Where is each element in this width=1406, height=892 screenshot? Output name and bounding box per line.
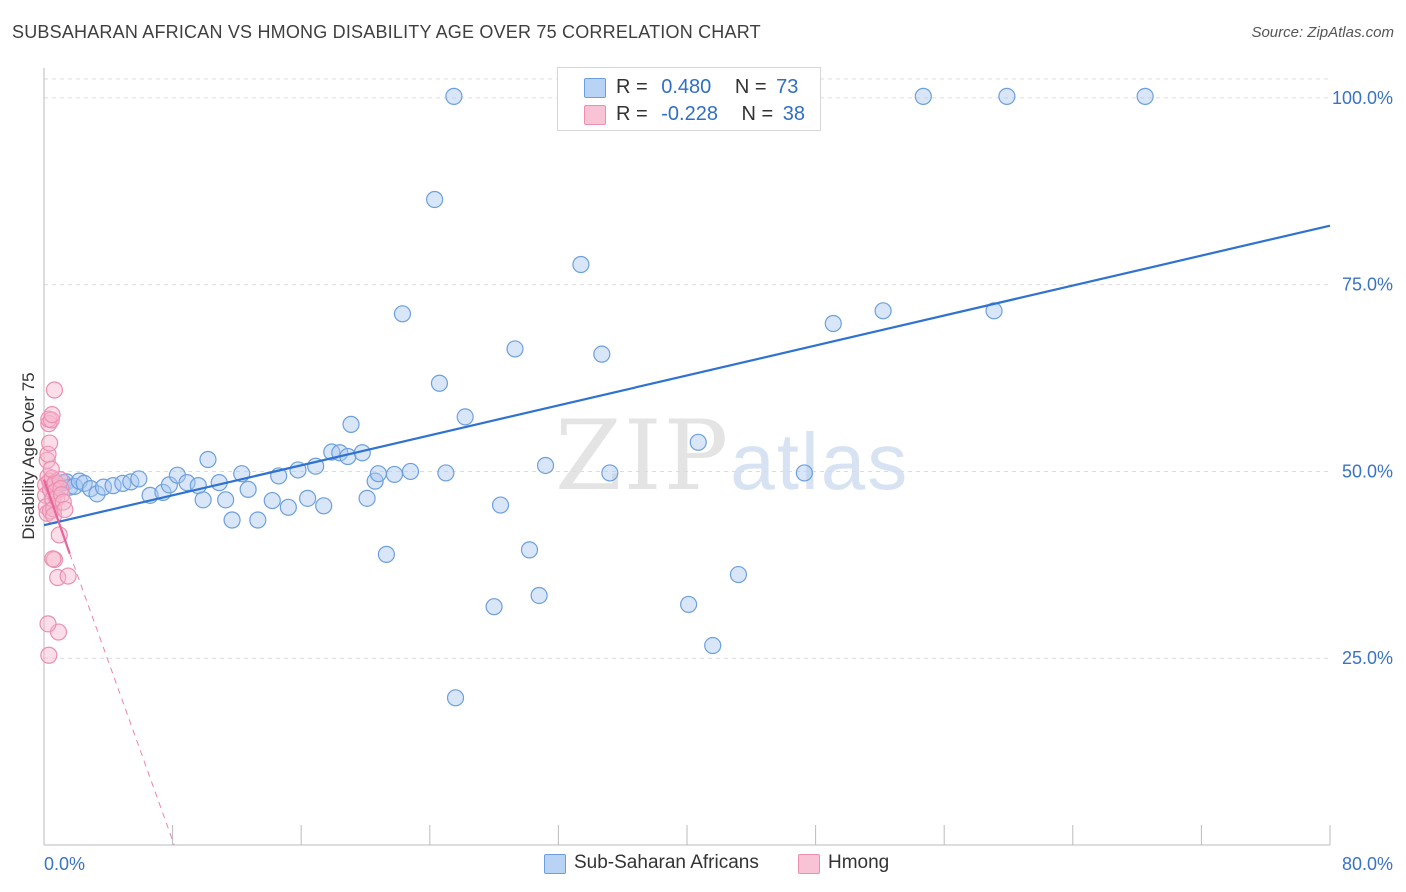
legend-r-label: R =: [616, 76, 648, 98]
subsaharan-point: [130, 470, 148, 488]
legend-text-subsaharan: R = 0.480 N = 73: [616, 76, 798, 99]
bottom-legend-label-hmong: Hmong: [828, 852, 890, 873]
subsaharan-point: [401, 462, 420, 481]
subsaharan-point: [593, 345, 611, 363]
subsaharan-point: [217, 491, 235, 509]
bottom-legend-swatch-pink: [798, 854, 820, 874]
subsaharan-point: [299, 489, 317, 507]
y-tick-label: 25.0%: [1342, 648, 1393, 668]
subsaharan-point: [1136, 87, 1154, 105]
subsaharan-point: [689, 433, 707, 451]
hmong-point: [59, 567, 77, 585]
legend-n-label: N =: [741, 103, 774, 125]
watermark: ZIPatlas: [555, 400, 909, 512]
subsaharan-point: [530, 586, 548, 605]
hmong-point: [43, 406, 61, 424]
subsaharan-point: [263, 491, 281, 510]
subsaharan-point: [369, 465, 387, 483]
legend-r-value: -0.228: [661, 103, 718, 125]
subsaharan-point: [446, 689, 465, 707]
hmong-point: [52, 480, 70, 498]
subsaharan-point: [795, 464, 813, 482]
hmong-point: [44, 550, 62, 568]
watermark-atlas: atlas: [730, 417, 910, 506]
legend-r-label: R =: [616, 103, 648, 125]
subsaharan-point: [874, 302, 892, 320]
subsaharan-point: [194, 491, 212, 509]
subsaharan-point: [377, 545, 395, 563]
watermark-zip: ZIP: [555, 400, 731, 512]
legend-text-hmong: R = -0.228 N = 38: [616, 103, 805, 126]
source-credit: Source: ZipAtlas.com: [1251, 24, 1394, 41]
subsaharan-point: [393, 305, 412, 323]
hmong-point: [45, 381, 64, 399]
subsaharan-point: [680, 595, 698, 614]
legend-n-label: N =: [734, 76, 767, 98]
subsaharan-point: [456, 408, 474, 426]
subsaharan-trend-line: [43, 224, 1331, 527]
hmong-point: [41, 434, 59, 452]
subsaharan-point: [239, 480, 257, 498]
subsaharan-point: [426, 190, 444, 209]
hmong-trend-line: [42, 479, 71, 554]
subsaharan-point: [485, 598, 503, 616]
subsaharan-point: [315, 497, 333, 515]
legend-r-value: 0.480: [661, 76, 712, 98]
subsaharan-point: [998, 87, 1016, 105]
hmong-trend-extension: [69, 553, 175, 846]
subsaharan-point: [914, 87, 932, 105]
y-tick-label: 50.0%: [1342, 461, 1393, 481]
subsaharan-point: [491, 496, 510, 514]
legend-n-value: 73: [776, 76, 799, 98]
subsaharan-point: [445, 87, 463, 105]
hmong-point: [40, 646, 58, 664]
subsaharan-point: [824, 314, 842, 333]
subsaharan-point: [199, 450, 217, 469]
subsaharan-point: [358, 489, 376, 507]
y-axis-label: Disability Age Over 75: [19, 372, 38, 539]
subsaharan-point: [704, 636, 722, 655]
bottom-legend-swatch-blue: [544, 854, 566, 874]
subsaharan-point: [385, 465, 404, 484]
subsaharan-point: [88, 485, 106, 503]
hmong-point: [50, 526, 68, 544]
bottom-legend-label-subsaharan: Sub-Saharan Africans: [574, 852, 759, 873]
x-tick-label: 0.0%: [44, 854, 85, 874]
subsaharan-point: [536, 456, 555, 475]
subsaharan-point: [249, 511, 267, 529]
subsaharan-point: [437, 464, 455, 482]
subsaharan-point: [279, 498, 297, 516]
subsaharan-point: [178, 474, 196, 492]
subsaharan-point: [223, 511, 241, 529]
hmong-point: [42, 411, 60, 429]
subsaharan-point: [729, 565, 748, 584]
y-tick-label: 75.0%: [1342, 275, 1393, 295]
x-tick-label: 80.0%: [1342, 854, 1393, 874]
hmong-point: [39, 615, 57, 633]
legend-swatch-blue: [584, 78, 606, 98]
subsaharan-point: [601, 464, 619, 482]
y-tick-label: 100.0%: [1332, 88, 1393, 108]
correlation-legend: R = 0.480 N = 73 R = -0.228 N = 38: [557, 67, 821, 131]
subsaharan-point: [342, 415, 360, 433]
subsaharan-point: [430, 374, 449, 392]
subsaharan-point: [520, 541, 539, 559]
hmong-point: [42, 460, 60, 478]
chart-title: SUBSAHARAN AFRICAN VS HMONG DISABILITY A…: [12, 22, 761, 42]
subsaharan-point: [572, 255, 590, 274]
legend-swatch-pink: [584, 105, 606, 125]
legend-n-value: 38: [782, 103, 806, 125]
hmong-point: [56, 500, 74, 519]
subsaharan-point: [506, 340, 524, 358]
